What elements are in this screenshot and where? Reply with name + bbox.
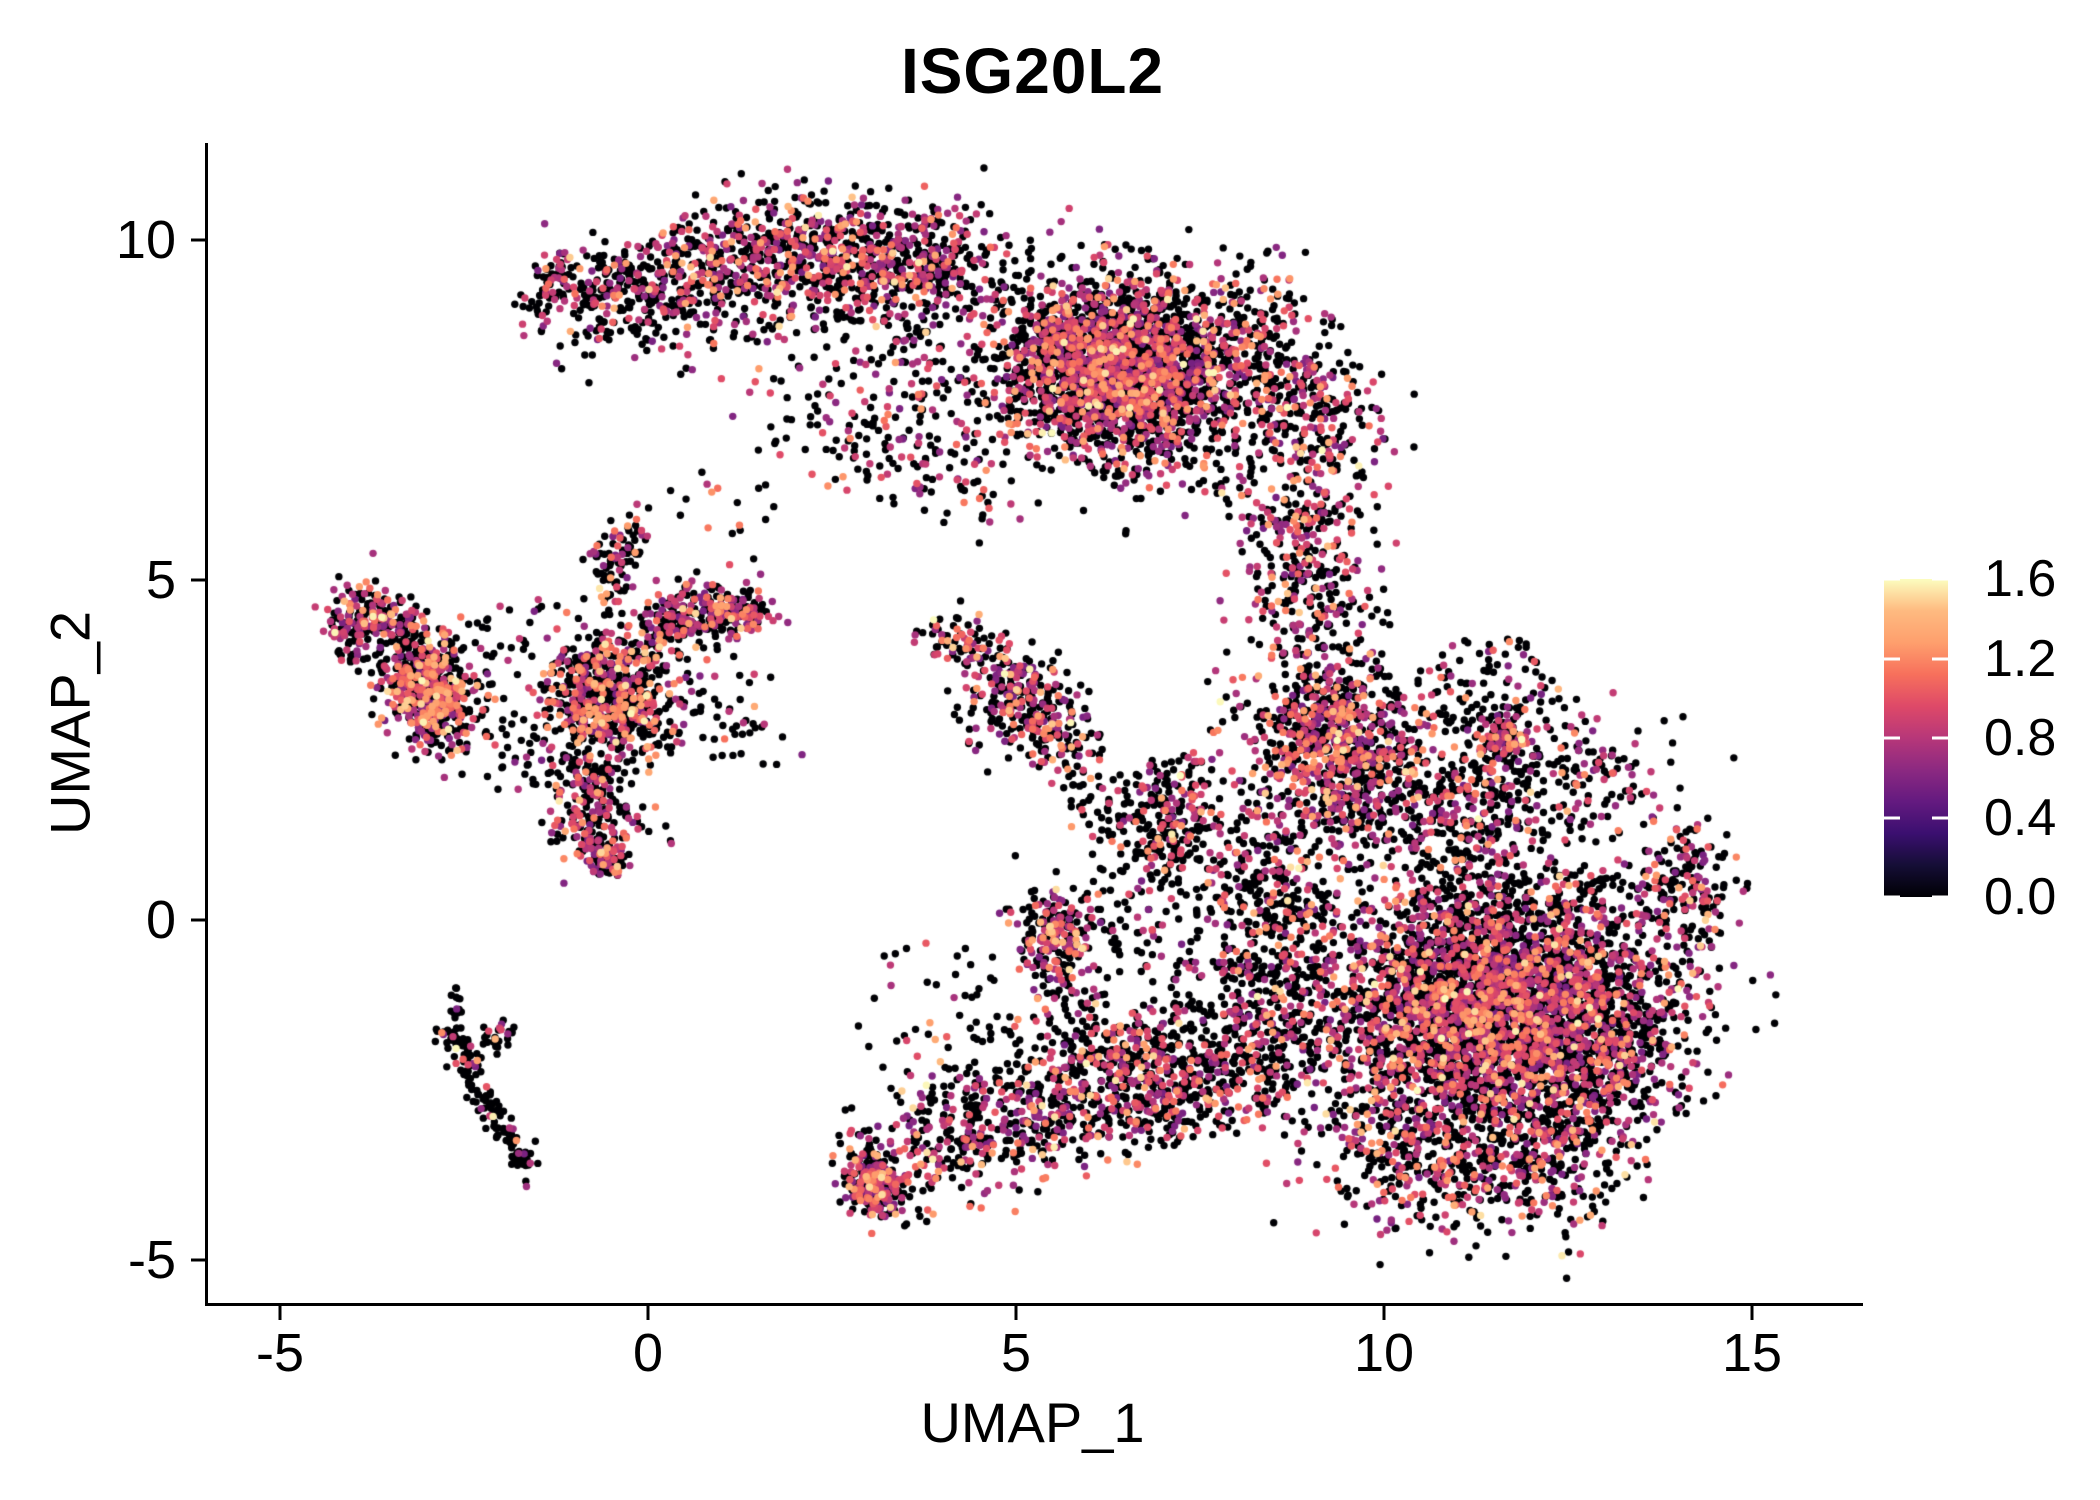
x-tick-mark	[278, 1306, 282, 1320]
y-tick-mark	[191, 578, 205, 582]
colorbar-tick-mark	[1884, 657, 1900, 660]
x-tick-mark	[1382, 1306, 1386, 1320]
x-tick-label: 15	[1721, 1323, 1783, 1383]
colorbar-tick-mark	[1884, 579, 1900, 581]
y-tick-mark	[191, 1258, 205, 1262]
colorbar-tick-mark	[1932, 579, 1948, 581]
colorbar-tick-mark	[1932, 657, 1948, 660]
colorbar-tick-mark	[1932, 816, 1948, 819]
y-tick-label: -5	[127, 1230, 176, 1290]
y-tick-mark	[191, 238, 205, 242]
y-tick-label: 10	[115, 210, 176, 270]
y-axis-line	[205, 143, 208, 1306]
colorbar-tick-mark	[1884, 895, 1900, 897]
x-tick-label: 10	[1353, 1323, 1415, 1383]
x-tick-label: 0	[632, 1323, 664, 1383]
colorbar-tick-label: 0.8	[1984, 709, 2057, 767]
y-axis-label: UMAP_2	[38, 610, 102, 836]
x-tick-mark	[1750, 1306, 1754, 1320]
colorbar-tick-label: 1.6	[1984, 550, 2057, 608]
y-tick-mark	[191, 918, 205, 922]
colorbar-tick-label: 0.4	[1984, 788, 2057, 847]
x-axis-line	[205, 1303, 1863, 1306]
x-tick-mark	[1014, 1306, 1018, 1320]
plot-title: ISG20L2	[900, 35, 1165, 107]
x-axis-label: UMAP_1	[920, 1391, 1145, 1454]
x-tick-label: -5	[255, 1323, 305, 1383]
x-tick-label: 5	[1000, 1323, 1032, 1383]
x-tick-mark	[646, 1306, 650, 1320]
y-tick-label: 0	[145, 890, 176, 950]
colorbar-tick-mark	[1884, 736, 1900, 740]
colorbar-tick-label: 0.0	[1984, 868, 2057, 926]
colorbar-tick-mark	[1884, 816, 1900, 819]
colorbar-tick-mark	[1932, 895, 1948, 897]
colorbar-tick-mark	[1932, 736, 1948, 740]
scatter-points-canvas	[208, 143, 1860, 1303]
colorbar-gradient	[1884, 579, 1948, 897]
y-tick-label: 5	[145, 550, 176, 610]
colorbar-tick-label: 1.2	[1984, 629, 2057, 688]
